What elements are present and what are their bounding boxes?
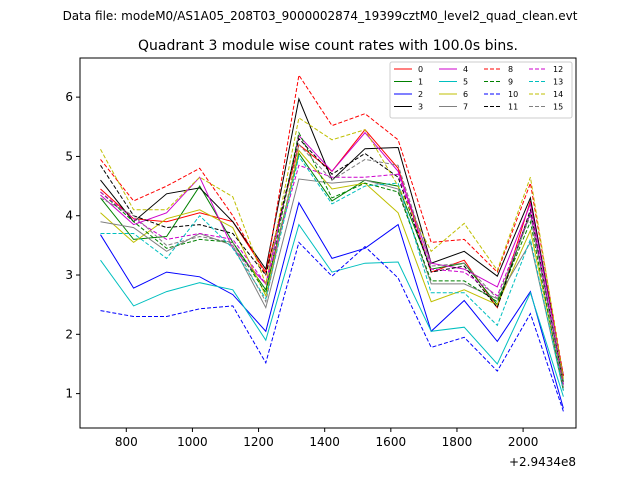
- legend-label-4: 4: [463, 65, 468, 74]
- legend-label-14: 14: [553, 90, 563, 99]
- legend-label-9: 9: [508, 78, 513, 87]
- series-line-9: [100, 131, 564, 391]
- y-tick-label: 6: [65, 90, 73, 104]
- chart-title: Quadrant 3 module wise count rates with …: [138, 38, 518, 54]
- x-tick-label: 800: [115, 435, 138, 449]
- legend-label-15: 15: [553, 103, 563, 112]
- data-file-label: Data file: modeM0/AS1A05_208T03_90000028…: [63, 9, 578, 23]
- x-offset-label: +2.9434e8: [509, 455, 576, 469]
- legend-label-3: 3: [418, 103, 423, 112]
- legend-label-10: 10: [508, 90, 518, 99]
- x-tick-label: 1200: [243, 435, 274, 449]
- axes: 800 1000 1200 1400 1600 1800 2000+2.9434e81234…: [65, 57, 577, 469]
- series-line-0: [100, 128, 564, 376]
- legend-label-1: 1: [418, 78, 423, 87]
- series-line-12: [100, 164, 564, 385]
- x-tick-label: 1000: [177, 435, 208, 449]
- series-line-1: [100, 152, 564, 382]
- legend-label-12: 12: [553, 65, 563, 74]
- legend-label-0: 0: [418, 65, 423, 74]
- x-tick-label: 2000: [508, 435, 539, 449]
- y-tick-label: 3: [65, 268, 73, 282]
- series-line-8: [100, 73, 564, 376]
- legend-label-8: 8: [508, 65, 513, 74]
- y-tick-label: 4: [65, 209, 73, 223]
- series-line-15: [100, 143, 564, 388]
- legend-label-13: 13: [553, 78, 563, 87]
- x-tick-label: 1800: [442, 435, 473, 449]
- legend-label-11: 11: [508, 103, 518, 112]
- series-line-4: [100, 131, 564, 376]
- series-line-10: [100, 241, 564, 412]
- series-line-3: [100, 97, 564, 376]
- series-line-11: [100, 137, 564, 385]
- series-line-14: [100, 117, 564, 379]
- series-line-5: [100, 223, 564, 397]
- y-tick-label: 2: [65, 327, 73, 341]
- plot-area: [100, 73, 564, 412]
- legend-box: [389, 61, 573, 119]
- legend-label-6: 6: [463, 90, 468, 99]
- x-tick-label: 1400: [309, 435, 340, 449]
- series-line-2: [100, 201, 564, 409]
- y-tick-label: 5: [65, 149, 73, 163]
- series-line-6: [100, 149, 564, 388]
- y-tick-label: 1: [65, 387, 73, 401]
- axes-frame: [79, 57, 577, 429]
- legend-label-7: 7: [463, 103, 468, 112]
- legend-label-5: 5: [463, 78, 468, 87]
- series-line-13: [100, 155, 564, 391]
- x-tick-label: 1600: [376, 435, 407, 449]
- legend-label-2: 2: [418, 90, 423, 99]
